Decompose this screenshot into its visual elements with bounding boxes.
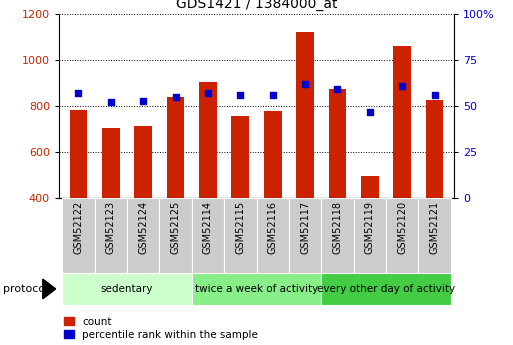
Point [171,94,180,100]
Bar [289,198,321,273]
Text: GSM52114: GSM52114 [203,200,213,254]
Legend: count, percentile rank within the sample: count, percentile rank within the sample [64,317,258,340]
Bar [321,198,353,273]
Text: every other day of activity: every other day of activity [317,284,455,294]
Polygon shape [43,279,56,299]
Text: GSM52116: GSM52116 [268,200,278,254]
Point [430,92,439,98]
Point [366,109,374,115]
Bar [361,176,379,198]
Text: GSM52119: GSM52119 [365,200,375,254]
Bar [393,46,411,198]
Text: twice a week of activity: twice a week of activity [195,284,318,294]
Bar [264,111,282,198]
Point [301,81,309,87]
Text: GSM52117: GSM52117 [300,200,310,254]
Bar [296,32,314,198]
Point [236,92,244,98]
Point [204,90,212,96]
Text: GSM52124: GSM52124 [138,200,148,254]
Bar [419,198,451,273]
Point [107,100,115,105]
Text: GSM52121: GSM52121 [429,200,440,254]
Bar [426,100,443,198]
Bar [70,110,87,198]
Text: GSM52118: GSM52118 [332,200,343,254]
Bar [160,198,192,273]
Bar [256,198,289,273]
Point [269,92,277,98]
Text: GSM52115: GSM52115 [235,200,245,254]
Bar [127,198,160,273]
Bar [386,198,419,273]
Bar [353,198,386,273]
Title: GDS1421 / 1384000_at: GDS1421 / 1384000_at [176,0,337,11]
Bar [62,273,192,305]
Point [398,83,406,89]
Text: GSM52123: GSM52123 [106,200,116,254]
Bar [134,126,152,198]
Bar [224,198,256,273]
Bar [62,198,94,273]
Text: GSM52120: GSM52120 [397,200,407,254]
Point [333,87,342,92]
Bar [328,89,346,198]
Bar [199,82,217,198]
Bar [167,97,185,198]
Text: GSM52125: GSM52125 [170,200,181,254]
Bar [192,198,224,273]
Text: sedentary: sedentary [101,284,153,294]
Bar [231,117,249,198]
Bar [192,273,321,305]
Text: protocol: protocol [3,284,48,294]
Bar [94,198,127,273]
Point [74,90,83,96]
Bar [102,128,120,198]
Point [139,98,147,103]
Bar [321,273,451,305]
Text: GSM52122: GSM52122 [73,200,84,254]
